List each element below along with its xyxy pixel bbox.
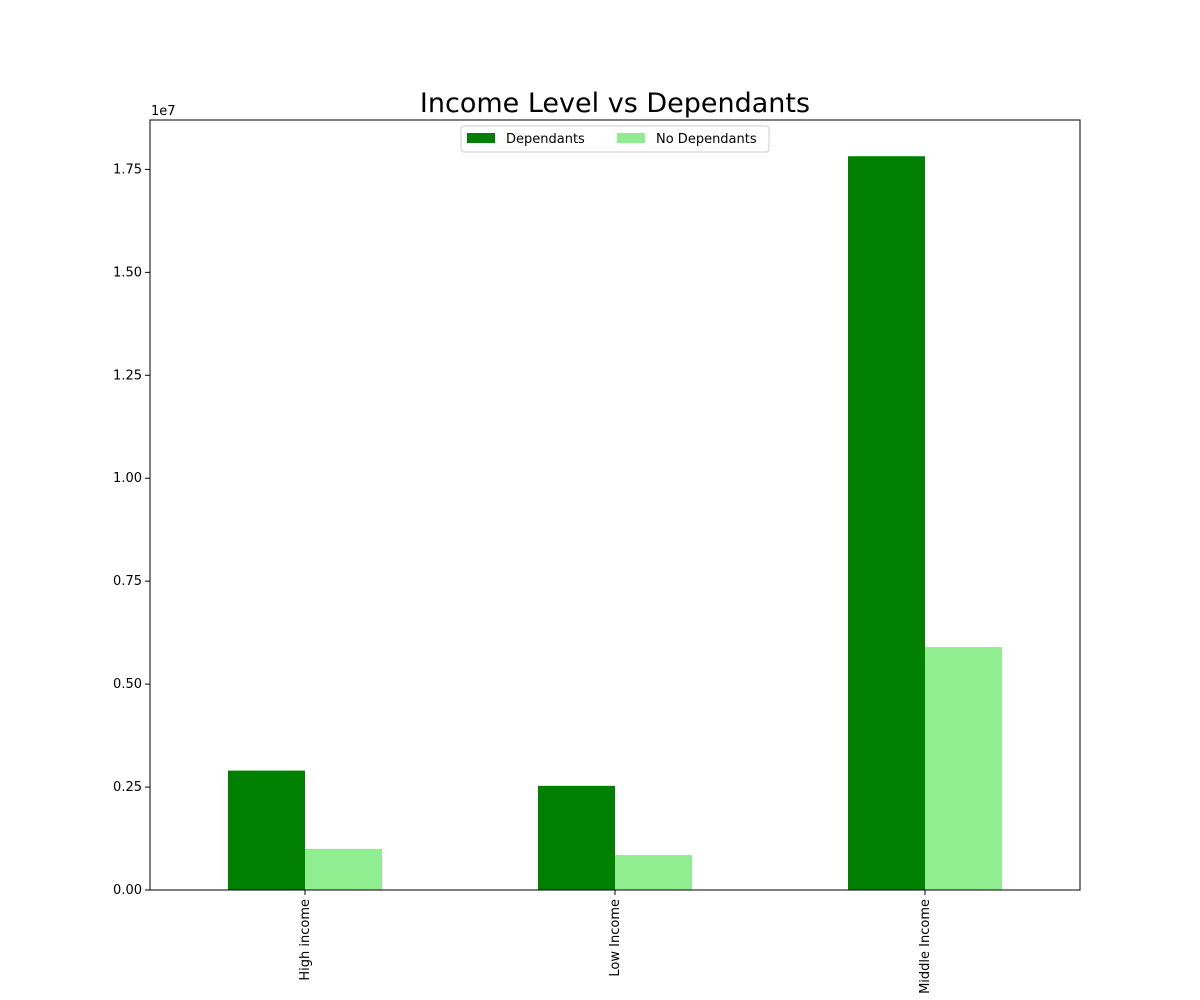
y-axis: 0.00 0.25 0.50 0.75 1.00 1.25 1.50 1.75 xyxy=(113,162,150,898)
legend-frame xyxy=(460,125,770,153)
legend: Dependants No Dependants xyxy=(460,125,770,153)
x-tick-label: High income xyxy=(298,899,313,981)
y-tick-label: 1.75 xyxy=(113,162,142,177)
y-tick-label: 0.25 xyxy=(113,780,142,795)
y-tick-label: 1.25 xyxy=(113,368,142,383)
legend-label-dependants: Dependants xyxy=(506,132,585,147)
bar-dependants-high-income xyxy=(228,770,305,890)
x-tick-label: Middle Income xyxy=(918,899,933,994)
y-tick-label: 0.00 xyxy=(113,883,142,898)
legend-swatch-dependants xyxy=(467,133,495,143)
legend-swatch-no-dependants xyxy=(617,133,645,143)
y-tick-label: 1.50 xyxy=(113,265,142,280)
bar-no-dependants-low-income xyxy=(615,855,692,890)
bar-dependants-middle-income xyxy=(848,156,925,890)
chart-title: Income Level vs Dependants xyxy=(420,88,810,119)
x-tick-label: Low Income xyxy=(608,899,623,977)
y-offset-label: 1e7 xyxy=(151,104,176,119)
x-axis: High income Low Income Middle Income xyxy=(298,890,933,994)
y-tick-label: 0.50 xyxy=(113,677,142,692)
legend-label-no-dependants: No Dependants xyxy=(656,132,757,147)
plot-frame xyxy=(149,119,1081,891)
y-tick-label: 1.00 xyxy=(113,471,142,486)
bar-no-dependants-high-income xyxy=(305,848,382,890)
y-tick-label: 0.75 xyxy=(113,574,142,589)
bar-no-dependants-middle-income xyxy=(925,647,1002,890)
bar-dependants-low-income xyxy=(538,785,615,890)
bars-group xyxy=(228,156,1002,890)
